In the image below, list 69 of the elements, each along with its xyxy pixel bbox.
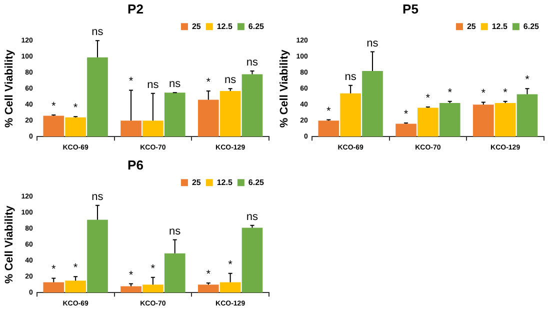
bar (472, 104, 494, 137)
legend-label: 12.5 (492, 22, 508, 31)
data-label: * (73, 102, 78, 114)
y-axis-title: % Cell Viability (278, 48, 291, 128)
bar (318, 120, 340, 137)
data-label: ns (92, 26, 104, 38)
data-label: * (404, 108, 409, 121)
data-label: ns (246, 56, 259, 69)
bar (198, 284, 219, 293)
data-label: * (52, 100, 57, 113)
data-label: * (206, 76, 212, 89)
legend-label: 12.5 (216, 22, 233, 31)
legend-label: 25 (466, 22, 476, 31)
bar (439, 103, 460, 137)
bar (220, 91, 241, 137)
bar (198, 100, 219, 137)
bar (362, 71, 383, 137)
data-label: * (503, 86, 508, 99)
data-label: * (326, 105, 332, 118)
data-label: * (73, 262, 78, 274)
bar (242, 74, 263, 137)
y-axis-title: % Cell Viability (4, 48, 16, 128)
data-label: ns (92, 190, 104, 203)
bar (220, 282, 241, 293)
legend-label: 6.25 (248, 22, 265, 31)
bar (418, 108, 438, 137)
bar (142, 120, 164, 137)
bar (65, 117, 86, 137)
bar (164, 92, 186, 137)
bar (65, 280, 86, 293)
bar (43, 282, 64, 293)
data-label: * (426, 92, 431, 105)
data-label: * (228, 258, 234, 271)
bar (120, 286, 142, 293)
bar (396, 124, 416, 137)
data-label: ns (366, 37, 379, 50)
bar (340, 93, 361, 137)
chart-title: P2 (128, 1, 144, 16)
data-label: * (52, 264, 57, 276)
legend-label: 12.5 (216, 178, 233, 187)
legend-label: 6.25 (523, 22, 540, 31)
data-label: * (206, 268, 212, 281)
legend-label: 25 (192, 22, 202, 31)
data-label: ns (224, 74, 237, 86)
bar (242, 228, 263, 293)
data-label: ns (169, 78, 182, 90)
bar (142, 284, 164, 293)
bar (87, 57, 108, 137)
bar (43, 116, 64, 137)
chart-title: P6 (128, 157, 144, 172)
data-label: * (525, 74, 530, 86)
data-label: ns (147, 78, 160, 91)
bar (516, 94, 538, 137)
y-axis-title: % Cell Viability (4, 204, 16, 284)
bar (120, 120, 142, 137)
data-label: * (150, 262, 156, 275)
data-label: * (128, 269, 134, 282)
legend-label: 6.25 (248, 178, 265, 187)
data-label: ns (169, 225, 182, 238)
data-label: * (448, 86, 453, 99)
data-label: ns (246, 210, 259, 223)
bar (87, 220, 108, 293)
data-label: * (481, 88, 486, 100)
bar (164, 253, 186, 293)
bar (494, 103, 516, 137)
data-label: ns (344, 70, 357, 83)
data-label: * (128, 76, 134, 88)
legend-label: 25 (192, 178, 202, 187)
chart-title: P5 (402, 1, 418, 16)
